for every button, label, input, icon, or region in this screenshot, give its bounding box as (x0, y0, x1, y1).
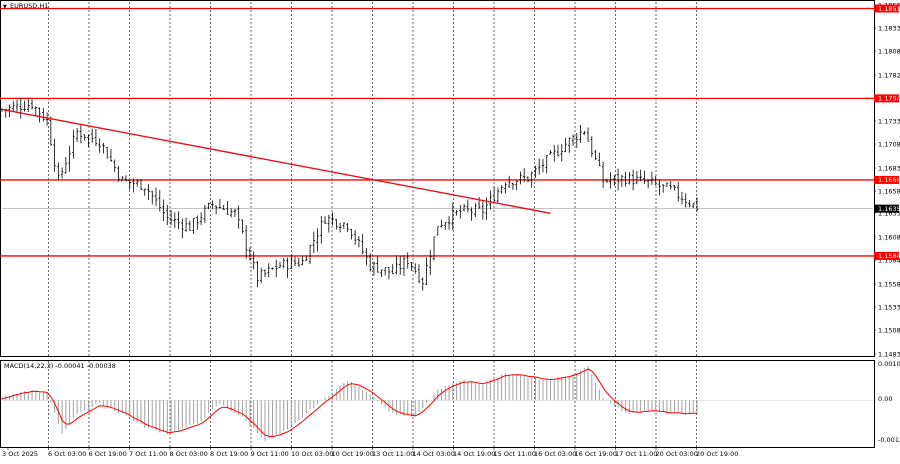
horizontal-levels[interactable] (0, 7, 874, 257)
time-tick-label: 16 Oct 19:00 (575, 450, 617, 458)
time-tick-label: 3 Oct 2025 (2, 450, 38, 458)
current-price-badge (874, 204, 899, 213)
level-price-label: 1.1666 (878, 176, 900, 184)
symbol-title: EURUSD,H1 (10, 2, 48, 10)
level-price-label: 1.1584 (878, 252, 900, 260)
time-tick-label: 8 Oct 19:00 (210, 450, 248, 458)
time-tick-label: 9 Oct 11:00 (251, 450, 289, 458)
time-tick-label: 14 Oct 03:00 (413, 450, 455, 458)
time-tick-label: 7 Oct 11:00 (129, 450, 167, 458)
macd-tick-label: 0.00106 (878, 360, 900, 368)
price-tick-label: 1.1608 (878, 233, 900, 241)
price-bars (0, 97, 699, 291)
price-tick-label: 1.1782 (878, 71, 900, 79)
price-tick-label: 1.1533 (878, 303, 900, 311)
time-tick-label: 13 Oct 11:00 (372, 450, 414, 458)
time-tick-label: 17 Oct 11:00 (615, 450, 657, 458)
time-tick-label: 16 Oct 03:00 (534, 450, 576, 458)
macd-histogram (1, 366, 873, 441)
time-tick-label: 15 Oct 11:00 (494, 450, 536, 458)
price-tick-label: 1.1584 (878, 256, 900, 264)
price-tick-label: 1.1833 (878, 24, 900, 32)
macd-tick-label: 0.00 (878, 395, 892, 403)
dropdown-triangle-icon[interactable]: ▼ (3, 4, 7, 10)
time-tick-label: 6 Oct 03:00 (48, 450, 86, 458)
price-tick-label: 1.1558 (878, 280, 900, 288)
price-tick-label: 1.1733 (878, 117, 900, 125)
macd-signal-line (1, 368, 697, 438)
price-tick-label: 1.1635 (878, 209, 900, 217)
time-tick-label: 20 Oct 19:00 (696, 450, 738, 458)
price-tick-label: 1.1483 (878, 350, 900, 358)
main-chart-frame (0, 0, 875, 357)
trend-line[interactable] (1, 108, 551, 214)
macd-tick-label: -0.00128 (878, 436, 900, 444)
time-tick-label: 20 Oct 03:00 (656, 450, 698, 458)
time-tick-label: 10 Oct 03:00 (291, 450, 333, 458)
level-price-badge (874, 175, 899, 184)
level-price-badge (874, 4, 899, 13)
time-tick-label: 14 Oct 19:00 (453, 450, 495, 458)
level-price-badge (874, 251, 899, 260)
level-price-label: 1.1754 (878, 95, 900, 103)
macd-title: MACD(14,22,3) -0.00041 -0.00038 (4, 362, 116, 370)
time-axis[interactable]: 3 Oct 2025 6 Oct 03:00 6 Oct 19:00 7 Oct 11… (2, 447, 738, 458)
time-tick-label: 10 Oct 19:00 (332, 450, 374, 458)
level-price-label: 1.1851 (878, 5, 900, 13)
macd-signal-polyline (1, 368, 697, 438)
price-tick-label: 1.1808 (878, 47, 900, 55)
grid-lines (2, 2, 873, 447)
time-tick-label: 6 Oct 19:00 (89, 450, 127, 458)
current-price-label: 1.1635 (878, 205, 900, 213)
trend-line-layer[interactable] (1, 108, 551, 214)
time-tick-label: 8 Oct 03:00 (170, 450, 208, 458)
level-price-badge (874, 94, 899, 103)
price-axis[interactable]: 1.18581.18331.18081.17821.17571.17331.17… (874, 1, 900, 444)
price-tick-label: 1.1683 (878, 164, 900, 172)
indicator-frame (0, 360, 875, 448)
price-tick-label: 1.1708 (878, 140, 900, 148)
price-tick-label: 1.1508 (878, 326, 900, 334)
price-tick-label: 1.1658 (878, 187, 900, 195)
